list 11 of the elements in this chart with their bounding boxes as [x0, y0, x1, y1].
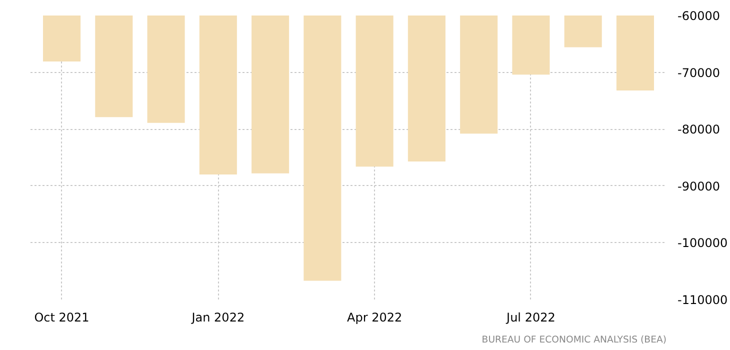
y-tick-label: -60000	[678, 9, 720, 23]
x-tick-label: Oct 2021	[34, 310, 90, 324]
x-tick-label: Apr 2022	[347, 310, 402, 324]
y-tick-label: -90000	[678, 179, 720, 194]
y-tick-label: -80000	[678, 122, 720, 137]
y-tick-label: -110000	[678, 293, 728, 307]
y-tick-label: -70000	[678, 66, 720, 80]
y-tick-label: -100000	[678, 236, 728, 250]
x-tick-label: Jan 2022	[190, 310, 245, 324]
x-tick-label: Jul 2022	[506, 310, 556, 324]
text: BUREAU OF ECONOMIC ANALYSIS (BEA)	[482, 334, 667, 346]
